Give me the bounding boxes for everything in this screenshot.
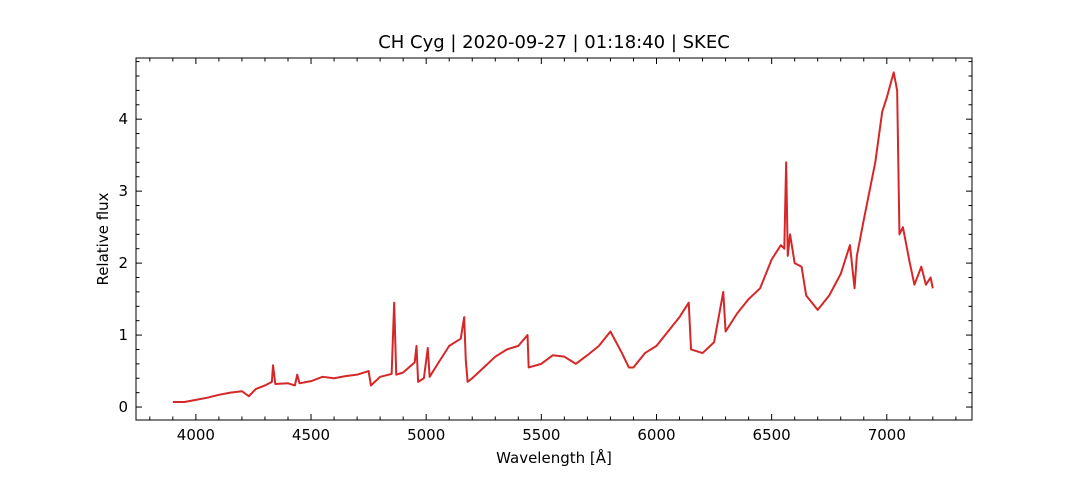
y-tick-label: 4 (118, 110, 128, 128)
y-axis: 0 1 2 3 4 (118, 61, 972, 416)
x-tick-label: 4500 (292, 426, 330, 444)
x-axis: 4000 4500 5000 5500 6000 6500 7000 (149, 58, 957, 444)
y-tick-label: 0 (118, 398, 128, 416)
x-tick-label: 5000 (407, 426, 445, 444)
x-tick-label: 4000 (177, 426, 215, 444)
y-tick-label: 3 (118, 182, 128, 200)
x-tick-label: 7000 (868, 426, 906, 444)
series-line-0 (172, 71, 934, 404)
x-tick-label: 6500 (753, 426, 791, 444)
y-tick-label: 1 (118, 326, 128, 344)
x-tick-label: 6000 (637, 426, 675, 444)
chart-title: CH Cyg | 2020-09-27 | 01:18:40 | SKEC (378, 32, 730, 53)
y-tick-label: 2 (118, 254, 128, 272)
x-tick-label: 5500 (522, 426, 560, 444)
plot-frame (135, 57, 973, 421)
x-axis-label: Wavelength [Å] (496, 448, 612, 467)
y-axis-label: Relative flux (94, 192, 112, 285)
plot-area (172, 71, 934, 404)
